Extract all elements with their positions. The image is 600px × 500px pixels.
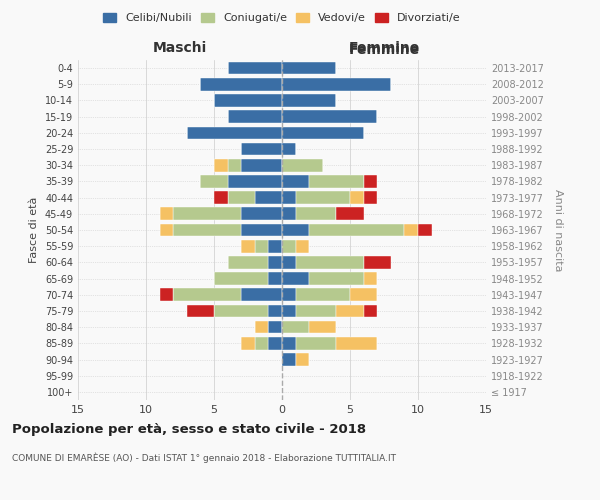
Y-axis label: Fasce di età: Fasce di età bbox=[29, 197, 39, 263]
Bar bbox=[350, 288, 377, 301]
Bar bbox=[282, 62, 337, 74]
Bar bbox=[282, 288, 296, 301]
Bar bbox=[227, 110, 282, 123]
Bar bbox=[282, 208, 296, 220]
Bar bbox=[268, 321, 282, 334]
Bar bbox=[296, 192, 350, 204]
Bar bbox=[282, 304, 296, 318]
Bar bbox=[282, 94, 337, 107]
Text: Maschi: Maschi bbox=[153, 41, 207, 55]
Bar bbox=[337, 304, 364, 318]
Bar bbox=[241, 208, 282, 220]
Bar bbox=[282, 240, 296, 252]
Bar bbox=[160, 224, 173, 236]
Bar bbox=[268, 272, 282, 285]
Bar bbox=[309, 272, 364, 285]
Text: COMUNE DI EMARÈSE (AO) - Dati ISTAT 1° gennaio 2018 - Elaborazione TUTTITALIA.IT: COMUNE DI EMARÈSE (AO) - Dati ISTAT 1° g… bbox=[12, 452, 396, 463]
Bar bbox=[364, 304, 377, 318]
Bar bbox=[227, 175, 282, 188]
Bar bbox=[241, 240, 255, 252]
Bar bbox=[255, 192, 282, 204]
Legend: Celibi/Nubili, Coniugati/e, Vedovi/e, Divorziati/e: Celibi/Nubili, Coniugati/e, Vedovi/e, Di… bbox=[99, 8, 465, 28]
Bar bbox=[350, 192, 364, 204]
Bar bbox=[173, 288, 241, 301]
Bar bbox=[337, 337, 377, 349]
Bar bbox=[173, 208, 241, 220]
Bar bbox=[296, 240, 309, 252]
Bar bbox=[268, 337, 282, 349]
Bar bbox=[227, 159, 241, 172]
Bar bbox=[282, 78, 391, 90]
Text: Femmine: Femmine bbox=[349, 42, 419, 56]
Bar bbox=[282, 126, 364, 139]
Bar bbox=[214, 272, 268, 285]
Bar bbox=[296, 337, 337, 349]
Bar bbox=[282, 321, 309, 334]
Bar bbox=[282, 224, 309, 236]
Bar bbox=[227, 62, 282, 74]
Bar bbox=[282, 353, 296, 366]
Bar bbox=[241, 337, 255, 349]
Bar bbox=[296, 304, 337, 318]
Bar bbox=[268, 256, 282, 268]
Bar bbox=[282, 175, 309, 188]
Bar bbox=[282, 272, 309, 285]
Bar bbox=[187, 126, 282, 139]
Bar bbox=[364, 256, 391, 268]
Bar bbox=[309, 321, 337, 334]
Bar bbox=[309, 224, 404, 236]
Bar bbox=[418, 224, 431, 236]
Bar bbox=[214, 304, 268, 318]
Bar bbox=[282, 337, 296, 349]
Bar bbox=[241, 224, 282, 236]
Bar bbox=[309, 175, 364, 188]
Bar bbox=[187, 304, 214, 318]
Bar bbox=[241, 159, 282, 172]
Bar bbox=[296, 353, 309, 366]
Text: Femmine: Femmine bbox=[349, 41, 419, 55]
Bar bbox=[282, 256, 296, 268]
Bar bbox=[404, 224, 418, 236]
Bar bbox=[255, 321, 268, 334]
Bar bbox=[364, 192, 377, 204]
Bar bbox=[364, 175, 377, 188]
Bar bbox=[227, 256, 268, 268]
Bar bbox=[296, 288, 350, 301]
Bar bbox=[337, 208, 364, 220]
Bar bbox=[214, 159, 227, 172]
Bar bbox=[268, 304, 282, 318]
Bar bbox=[173, 224, 241, 236]
Bar bbox=[282, 159, 323, 172]
Bar bbox=[255, 337, 268, 349]
Bar bbox=[268, 240, 282, 252]
Bar bbox=[241, 142, 282, 156]
Bar bbox=[282, 192, 296, 204]
Bar bbox=[255, 240, 268, 252]
Bar bbox=[296, 208, 337, 220]
Bar bbox=[214, 94, 282, 107]
Bar bbox=[364, 272, 377, 285]
Bar bbox=[282, 142, 296, 156]
Bar bbox=[282, 110, 377, 123]
Y-axis label: Anni di nascita: Anni di nascita bbox=[553, 188, 563, 271]
Bar bbox=[241, 288, 282, 301]
Bar bbox=[160, 208, 173, 220]
Bar bbox=[200, 78, 282, 90]
Text: Popolazione per età, sesso e stato civile - 2018: Popolazione per età, sesso e stato civil… bbox=[12, 422, 366, 436]
Bar bbox=[296, 256, 364, 268]
Bar bbox=[214, 192, 227, 204]
Bar bbox=[227, 192, 255, 204]
Bar bbox=[200, 175, 227, 188]
Bar bbox=[160, 288, 173, 301]
